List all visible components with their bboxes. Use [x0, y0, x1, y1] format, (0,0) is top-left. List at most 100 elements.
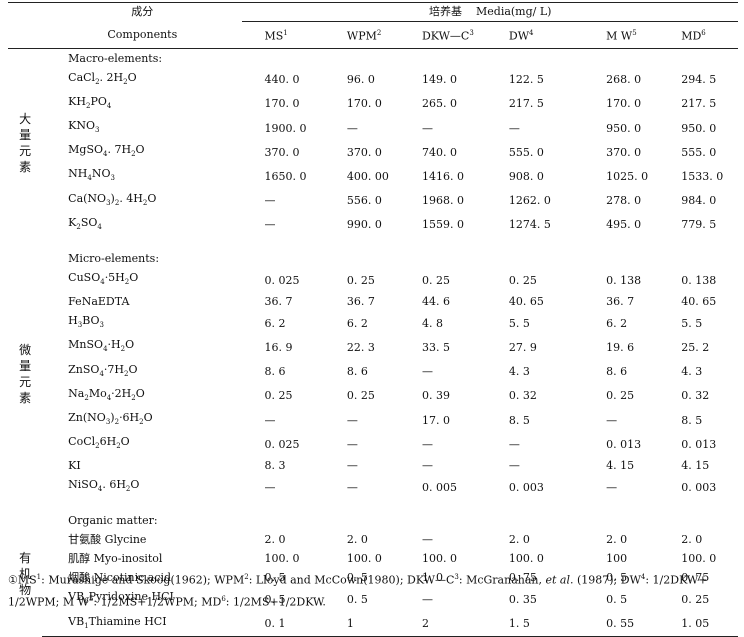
component-name: K2SO4 [68, 215, 102, 231]
value-cell: 0. 138 [681, 273, 717, 287]
value-cell: 0. 75 [508, 571, 537, 585]
value-cell: 1025. 0 [606, 170, 649, 183]
value-cell: 6. 2 [606, 316, 628, 330]
table-row: ZnSO4·7H2O 8. 6 8. 6 — 4. 3 8. 6 4. 3 [8, 360, 738, 384]
value-cell: — [508, 459, 520, 473]
value-cell: 0. 25 [606, 389, 635, 403]
value-cell: 4. 15 [606, 459, 635, 473]
value-cell: 100 [606, 552, 628, 566]
footnote: ①MS1: Murashige and Skoog(1962); WPM2: L… [8, 568, 738, 611]
table-row: FeNaEDTA 36. 7 36. 7 44. 6 40. 65 36. 7 40. 65 [8, 292, 738, 311]
value-cell: 40. 65 [681, 295, 717, 309]
value-cell: — [346, 121, 358, 135]
table-row: KNO3 1900. 0 — — — 950. 0 950. 0 [8, 116, 738, 140]
group-label: 大量元素 [19, 111, 32, 174]
value-cell: — [421, 459, 433, 473]
value-cell: 2. 0 [346, 533, 368, 547]
table-row: H3BO3 6. 2 6. 2 4. 8 5. 5 6. 2 5. 5 [8, 311, 738, 335]
value-cell: 779. 5 [681, 218, 717, 232]
value-cell: 8. 5 [681, 413, 703, 427]
component-name: CoCl26H2O [68, 435, 130, 451]
media-header: 培养基 Media(mg/ L) [242, 2, 738, 22]
value-cell: 0. 005 [421, 480, 457, 494]
value-cell: 0. 5 [264, 571, 286, 585]
value-cell: 4. 3 [681, 365, 703, 379]
value-cell: 0. 25 [681, 593, 710, 607]
table-row: Ca(NO3)2. 4H2O — 556. 0 1968. 0 1262. 0 278. … [8, 189, 738, 213]
footnote-line-1: ①MS1: Murashige and Skoog(1962); WPM2: L… [8, 573, 708, 587]
value-cell: 8. 6 [264, 365, 286, 379]
value-cell: 0. 25 [346, 273, 375, 287]
component-name: MnSO4·H2O [68, 338, 135, 354]
column-header: DW4 [486, 21, 585, 49]
value-cell: 0. 25 [421, 273, 450, 287]
value-cell: 0. 5 [606, 571, 628, 585]
value-cell: 1 [324, 611, 400, 637]
value-cell: 265. 0 [421, 97, 457, 111]
value-cell: 44. 6 [421, 295, 450, 309]
value-cell: — [421, 593, 433, 607]
value-cell: 8. 5 [508, 413, 530, 427]
value-cell: — [346, 437, 358, 451]
section-row: 大量元素 Macro-elements: [8, 48, 738, 174]
component-name: NiSO4. 6H2O [68, 478, 140, 494]
value-cell: 1533. 0 [681, 170, 724, 183]
value-cell: 555. 0 [508, 145, 544, 159]
value-cell: 1. 5 [486, 611, 585, 637]
value-cell: — [346, 480, 358, 494]
component-name: KH2PO4 [68, 94, 112, 111]
value-cell: 0. 35 [508, 593, 537, 607]
value-cell: 6. 2 [264, 316, 286, 330]
component-name: Zn(NO3)2·6H2O [68, 410, 153, 427]
value-cell: 8. 6 [606, 365, 628, 379]
column-header: MS1 [242, 21, 325, 49]
table-row: KI 8. 3 — — — 4. 15 4. 15 [8, 456, 738, 475]
value-cell: 122. 5 [508, 73, 544, 87]
value-cell: 100. 0 [681, 552, 717, 566]
value-cell: 0. 25 [346, 389, 375, 403]
value-cell: 0. 013 [606, 437, 642, 451]
column-header: M W5 [584, 21, 660, 49]
value-cell: 268. 0 [606, 73, 642, 87]
value-cell: 400. 00 [346, 170, 389, 183]
value-cell: — [606, 480, 618, 494]
value-cell: 100. 0 [346, 552, 382, 566]
value-cell: 0. 55 [584, 611, 660, 637]
value-cell: 4. 3 [508, 365, 530, 379]
media-composition-table: 成分 培养基 Media(mg/ L) Components MS1 WPM2 DK… [8, 2, 738, 637]
value-cell: 36. 7 [606, 295, 635, 309]
value-cell: 0. 32 [681, 389, 710, 403]
value-cell: 0. 1 [242, 611, 325, 637]
component-name: H3BO3 [68, 314, 104, 330]
value-cell: 5. 5 [681, 316, 703, 330]
value-cell: 278. 0 [606, 194, 642, 208]
table-row: MgSO4. 7H2O 370. 0 370. 0 740. 0 555. 0 370. … [8, 140, 738, 164]
value-cell: 294. 5 [681, 73, 717, 87]
table-row: 肌醇 Myo-inositol 100. 0 100. 0 100. 0 100. 0 1… [8, 549, 738, 568]
value-cell: 170. 0 [346, 97, 382, 111]
column-header: MD6 [659, 21, 738, 49]
value-cell: — [421, 121, 433, 135]
component-name: KNO3 [68, 119, 100, 135]
value-cell: — [421, 365, 433, 379]
value-cell: 990. 0 [346, 218, 382, 232]
table-row: VB6Pyridoxine HCI 0. 5 0. 5 — 0. 35 0. 5 0. 25 [8, 587, 738, 611]
value-cell: — [264, 218, 276, 232]
value-cell: 950. 0 [681, 121, 717, 135]
value-cell: 1274. 5 [508, 218, 551, 232]
value-cell: 370. 0 [346, 145, 382, 159]
component-name: VB1Thiamine HCI [42, 611, 243, 637]
value-cell: 370. 0 [606, 145, 642, 159]
table-row: NH4NO3 1650. 0 400. 00 1416. 0 908. 0 1025. 0… [8, 164, 738, 188]
value-cell: 950. 0 [606, 121, 642, 135]
value-cell: 0. 5 [606, 593, 628, 607]
component-name: ZnSO4·7H2O [68, 362, 138, 378]
group-label: 有机物 [19, 550, 32, 597]
value-cell: — [508, 121, 520, 135]
value-cell: — [421, 437, 433, 451]
header-row-1: 成分 培养基 Media(mg/ L) [8, 2, 738, 22]
value-cell: 2. 0 [264, 533, 286, 547]
value-cell: 100. 0 [421, 552, 457, 566]
value-cell: 1968. 0 [421, 194, 464, 208]
component-name: CaCl2. 2H2O [68, 70, 137, 86]
